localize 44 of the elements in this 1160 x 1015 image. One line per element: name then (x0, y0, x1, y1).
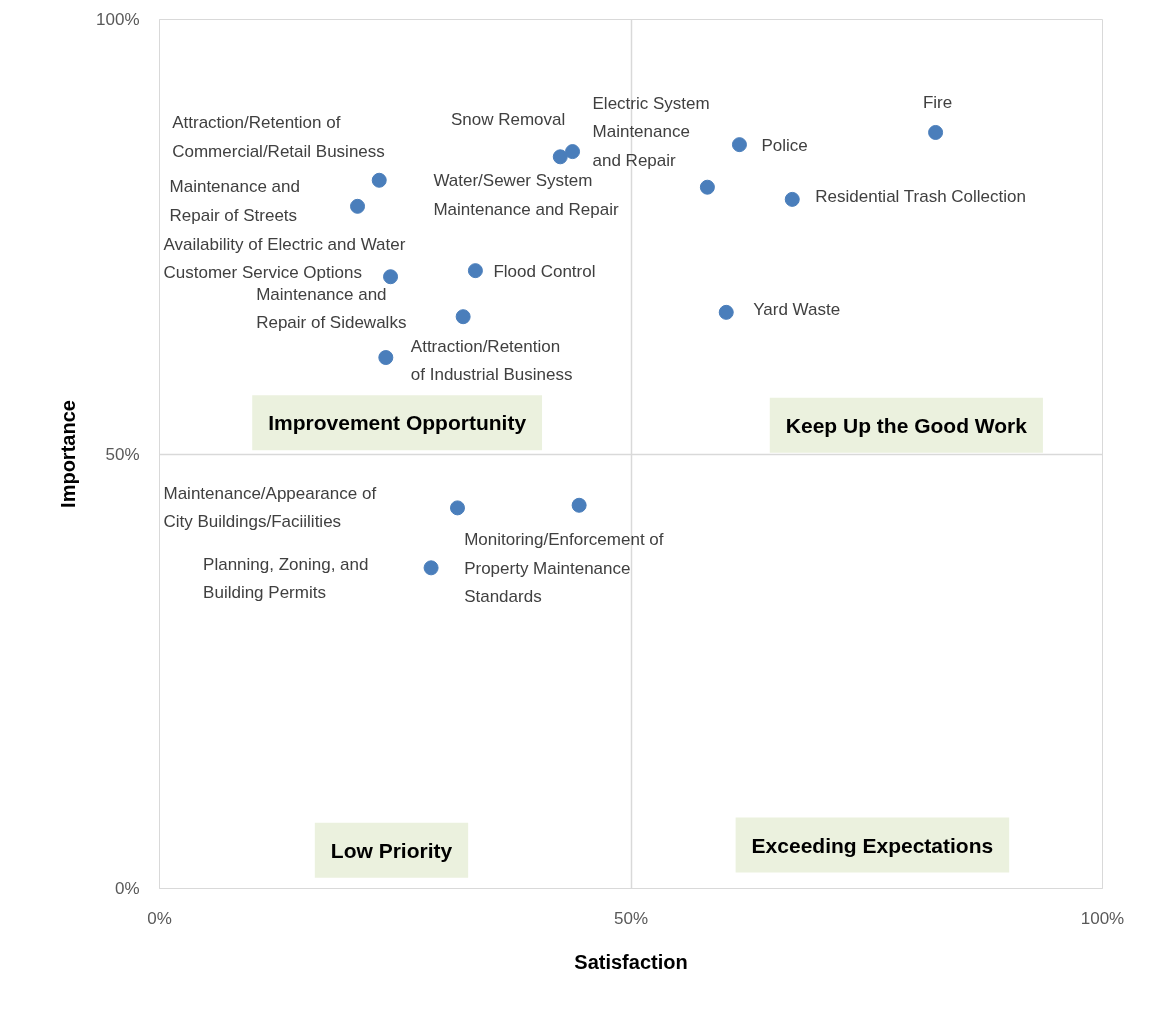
annotation: Flood Control (493, 261, 596, 281)
annotation: Exceeding Expectations (751, 833, 994, 857)
annotation: Improvement Opportunity (268, 411, 527, 435)
point (552, 149, 568, 165)
annotation: Maintenance/Appearance of City Buildings/Faciilities (163, 483, 377, 532)
annotation: Electric System Maintenance and Repair (592, 93, 710, 170)
point (928, 124, 944, 140)
x-axis-title: Satisfaction (574, 950, 688, 973)
annotation: Monitoring/Enforcement of Property Maintenance Standards (464, 530, 664, 607)
point (718, 304, 734, 320)
annotation: Low Priority (330, 838, 453, 862)
point (455, 309, 471, 325)
annotation: Planning, Zoning, and Building Permits (203, 554, 369, 603)
x-tick-label: 100% (1080, 908, 1125, 928)
point (699, 179, 715, 195)
annotation: Attraction/Retention of Industrial Business (410, 336, 573, 385)
annotation: Fire (922, 93, 953, 113)
y-tick-label: 0% (114, 879, 140, 898)
point (565, 144, 581, 160)
point (383, 269, 399, 285)
annotation: Maintenance and Repair of Streets (169, 177, 300, 225)
annotation: Snow Removal (450, 109, 566, 129)
y-axis-title: Importance (57, 400, 80, 508)
annotation: Keep Up the Good Work (785, 413, 1028, 437)
point (350, 198, 366, 214)
annotation: Water/Sewer System Maintenance and Repair (433, 171, 619, 219)
point (423, 560, 439, 576)
y-tick-label: 100% (96, 10, 140, 29)
x-tick-label: 50% (613, 908, 649, 928)
point (449, 500, 465, 516)
point (571, 497, 587, 513)
annotation: Police (761, 135, 808, 155)
annotation: Attraction/Retention of Commercial/Retail Business (172, 113, 385, 161)
annotation: Yard Waste (753, 300, 841, 320)
point (467, 263, 483, 279)
annotation: Availability of Electric and Water Customer Service Options (163, 234, 406, 283)
point (784, 191, 800, 207)
point (731, 137, 747, 153)
annotation: Residential Trash Collection (815, 187, 1026, 207)
point (371, 172, 387, 188)
x-tick-label: 0% (147, 908, 172, 928)
annotation: Maintenance and Repair of Sidewalks (256, 284, 407, 333)
y-tick-label: 50% (105, 444, 140, 464)
point (378, 350, 394, 366)
